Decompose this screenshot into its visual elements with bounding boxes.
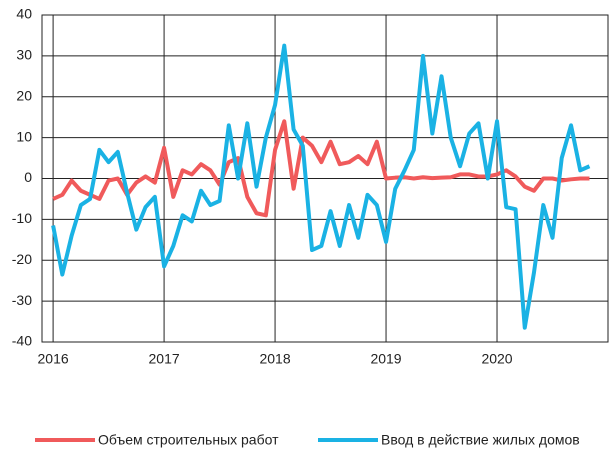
- x-tick-label: 2020: [481, 351, 512, 367]
- y-tick-label: 20: [16, 87, 32, 103]
- y-tick-label: -30: [12, 292, 32, 308]
- x-tick-label: 2018: [259, 351, 290, 367]
- y-tick-label: -10: [12, 210, 32, 226]
- legend-label: Объем строительных работ: [98, 432, 279, 448]
- plot-frame: [41, 14, 609, 343]
- legend-label: Ввод в действие жилых домов: [381, 432, 580, 448]
- y-tick-label: -20: [12, 251, 32, 267]
- x-tick-label: 2019: [370, 351, 401, 367]
- series-line: [52, 119, 590, 218]
- y-tick-label: 10: [16, 128, 32, 144]
- series-line: [51, 43, 591, 330]
- y-tick-label: 40: [16, 6, 32, 22]
- y-tick-label: 30: [16, 47, 32, 63]
- y-tick-label: -40: [12, 333, 32, 349]
- x-tick-label: 2017: [149, 351, 180, 367]
- y-tick-label: 0: [24, 169, 32, 185]
- x-tick-label: 2016: [38, 351, 69, 367]
